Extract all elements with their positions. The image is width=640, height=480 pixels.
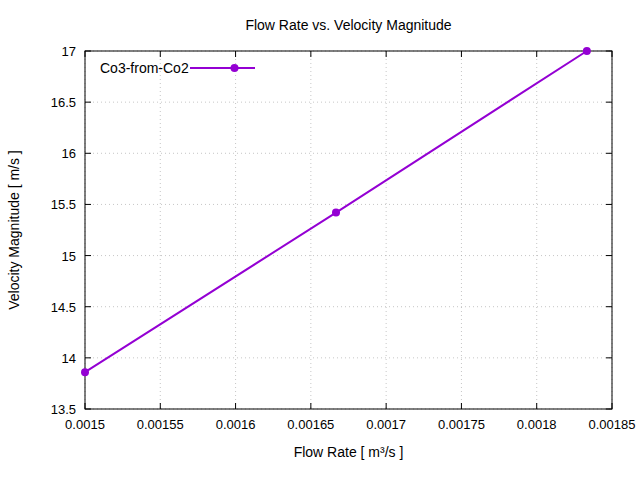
x-tick <box>536 403 537 409</box>
x-grid-line <box>386 51 387 409</box>
x-axis-label: Flow Rate [ m³/s ] <box>294 444 404 460</box>
y-tick <box>85 306 91 307</box>
chart-root: 0.0015 0.00155 0.0016 0.00165 0.0017 0.00175 0… <box>0 0 640 480</box>
legend-marker <box>231 64 239 72</box>
x-tick-mirror <box>536 51 537 57</box>
x-tick-label: 0.0015 <box>65 417 105 432</box>
x-grid-line <box>160 51 161 409</box>
series-point <box>332 209 340 217</box>
x-tick-label: 0.00155 <box>137 417 184 432</box>
x-grid-line <box>461 51 462 409</box>
y-tick-label: 16 <box>62 146 76 161</box>
legend: Co3-from-Co2 <box>100 60 255 76</box>
chart-title: Flow Rate vs. Velocity Magnitude <box>245 17 451 33</box>
x-tick-mirror <box>310 51 311 57</box>
x-tick-label: 0.0017 <box>366 417 406 432</box>
y-grid-line <box>85 306 612 307</box>
x-tick-mirror <box>461 51 462 57</box>
x-tick <box>461 403 462 409</box>
chart-svg: 0.0015 0.00155 0.0016 0.00165 0.0017 0.00175 0… <box>0 0 640 480</box>
x-tick <box>386 403 387 409</box>
y-tick-label: 17 <box>62 44 76 59</box>
y-grid-line <box>85 357 612 358</box>
series-point <box>81 368 89 376</box>
grid <box>85 51 612 409</box>
y-grid-line <box>85 255 612 256</box>
series-point <box>583 47 591 55</box>
y-tick-mirror <box>606 153 612 154</box>
x-tick <box>160 403 161 409</box>
plot-frame <box>85 51 612 409</box>
series-line <box>85 51 587 372</box>
x-grid-line <box>536 51 537 409</box>
y-tick-label: 16.5 <box>51 95 76 110</box>
x-tick <box>310 403 311 409</box>
y-axis-label: Velocity Magnitude [ m/s ] <box>6 150 22 310</box>
x-tick-label: 0.00175 <box>438 417 485 432</box>
y-tick-label: 15 <box>62 249 76 264</box>
plot-data <box>81 47 591 376</box>
y-tick-mirror <box>606 204 612 205</box>
y-grid-line <box>85 102 612 103</box>
y-tick-label: 15.5 <box>51 197 76 212</box>
x-tick-mirror <box>386 51 387 57</box>
x-grid-line <box>235 51 236 409</box>
y-tick <box>85 102 91 103</box>
legend-label: Co3-from-Co2 <box>100 60 189 76</box>
y-tick <box>85 153 91 154</box>
x-tick-label: 0.0018 <box>517 417 557 432</box>
x-tick-label: 0.0016 <box>216 417 256 432</box>
background <box>0 0 640 480</box>
y-tick-label: 13.5 <box>51 402 76 417</box>
y-tick <box>85 255 91 256</box>
y-tick-mirror <box>606 357 612 358</box>
y-tick-label: 14.5 <box>51 300 76 315</box>
y-tick <box>85 204 91 205</box>
y-tick-label: 14 <box>62 351 76 366</box>
y-tick-mirror <box>606 102 612 103</box>
y-tick-mirror <box>606 306 612 307</box>
y-tick-mirror <box>606 255 612 256</box>
y-tick <box>85 357 91 358</box>
x-tick-label: 0.00185 <box>589 417 636 432</box>
axes: 0.0015 0.00155 0.0016 0.00165 0.0017 0.00175 0… <box>51 44 636 432</box>
x-tick-mirror <box>235 51 236 57</box>
x-tick <box>235 403 236 409</box>
x-tick-label: 0.00165 <box>287 417 334 432</box>
y-grid-line <box>85 153 612 154</box>
x-tick-mirror <box>160 51 161 57</box>
legend-line <box>190 67 255 69</box>
